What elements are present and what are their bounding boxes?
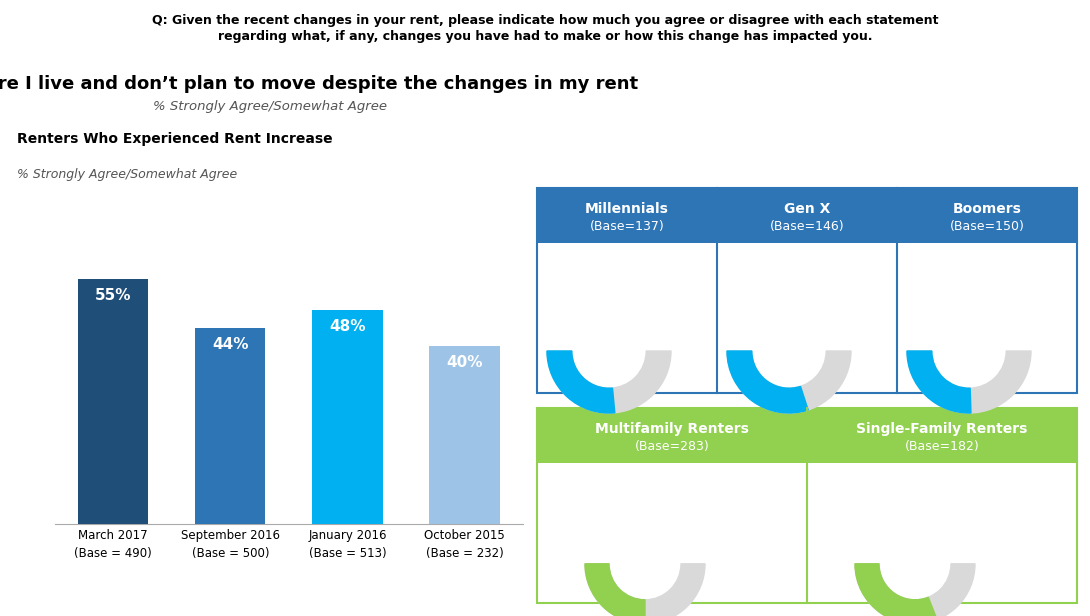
Wedge shape <box>855 564 974 616</box>
Wedge shape <box>547 351 615 413</box>
Bar <box>807 408 1077 463</box>
Text: 51%: 51% <box>905 321 944 339</box>
Wedge shape <box>907 351 1031 413</box>
Wedge shape <box>907 351 971 413</box>
Text: I like where I live and don’t plan to move despite the changes in my rent: I like where I live and don’t plan to mo… <box>0 75 639 93</box>
Text: 44%: 44% <box>213 337 249 352</box>
Text: Millennials: Millennials <box>585 202 669 216</box>
Text: Multifamily Renters: Multifamily Renters <box>595 422 749 436</box>
Text: Gen X: Gen X <box>784 202 831 216</box>
Text: regarding what, if any, changes you have had to make or how this change has impa: regarding what, if any, changes you have… <box>218 30 872 43</box>
Text: (Base=150): (Base=150) <box>949 220 1025 233</box>
Bar <box>312 310 383 524</box>
Text: (Base=146): (Base=146) <box>770 220 845 233</box>
Text: Single-Family Renters: Single-Family Renters <box>857 422 1028 436</box>
Text: (Base=283): (Base=283) <box>634 440 710 453</box>
Wedge shape <box>585 564 705 616</box>
Text: (Base=137): (Base=137) <box>590 220 665 233</box>
Wedge shape <box>585 564 645 616</box>
Text: % Strongly Agree/Somewhat Agree: % Strongly Agree/Somewhat Agree <box>17 168 238 181</box>
Bar <box>717 188 897 243</box>
Bar <box>537 408 1077 603</box>
Text: 62%: 62% <box>851 535 892 553</box>
Bar <box>537 408 807 463</box>
Wedge shape <box>727 351 808 413</box>
Bar <box>78 279 148 524</box>
Text: Renters Who Experienced Rent Increase: Renters Who Experienced Rent Increase <box>17 132 332 145</box>
Text: 53%: 53% <box>544 321 584 339</box>
Bar <box>195 328 265 524</box>
Bar <box>537 188 1077 393</box>
Wedge shape <box>727 351 851 413</box>
Text: Boomers: Boomers <box>953 202 1021 216</box>
Text: Q: Given the recent changes in your rent, please indicate how much you agree or : Q: Given the recent changes in your rent… <box>152 14 938 27</box>
Text: (Base=182): (Base=182) <box>905 440 980 453</box>
Bar <box>537 188 717 243</box>
Wedge shape <box>547 351 671 413</box>
Bar <box>429 346 499 524</box>
Text: 55%: 55% <box>95 288 131 303</box>
Text: 40%: 40% <box>447 355 483 370</box>
Text: 48%: 48% <box>329 319 365 334</box>
Text: % Strongly Agree/Somewhat Agree: % Strongly Agree/Somewhat Agree <box>153 100 387 113</box>
Wedge shape <box>855 564 937 616</box>
Bar <box>897 188 1077 243</box>
Text: 60%: 60% <box>724 321 764 339</box>
Text: 50%: 50% <box>582 535 621 553</box>
